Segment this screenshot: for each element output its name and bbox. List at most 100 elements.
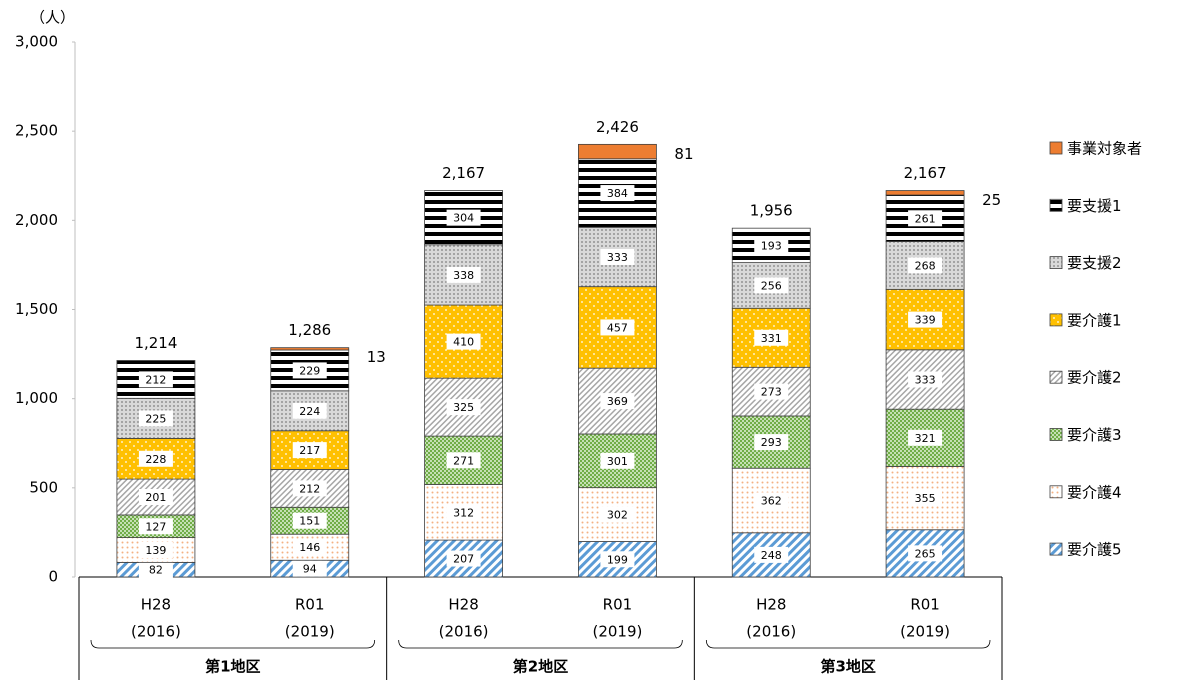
bar-segment: [885, 190, 965, 196]
value-label-box: [908, 545, 943, 562]
value-label: 225: [145, 412, 166, 425]
total-label: 2,167: [904, 164, 947, 182]
value-label-box: [908, 490, 943, 507]
bar-segment: [578, 143, 657, 160]
value-label-box: [908, 371, 943, 388]
legend-label: 要支援2: [1067, 254, 1122, 272]
total-label: 2,167: [442, 164, 485, 182]
value-label: 212: [145, 373, 166, 386]
legend-swatch: [1049, 198, 1063, 212]
value-label-box: [600, 452, 635, 469]
legend-label: 要介護5: [1067, 541, 1122, 559]
value-label: 302: [607, 509, 628, 522]
value-label-box: [446, 209, 481, 226]
legend-label: 要介護4: [1067, 483, 1122, 501]
legend-swatch: [1049, 485, 1063, 499]
value-label: 273: [761, 386, 782, 399]
x-tick-label: (2019): [592, 623, 642, 641]
value-label: 248: [761, 549, 782, 562]
legend-label: 要介護1: [1067, 311, 1122, 329]
group-label: 第3地区: [820, 658, 875, 676]
x-tick-label: R01: [603, 596, 633, 614]
value-label: 193: [761, 239, 782, 252]
y-tick-label: 2,000: [15, 211, 58, 229]
value-label: 217: [299, 444, 320, 457]
value-label: 13: [367, 348, 386, 366]
value-label: 199: [607, 553, 628, 566]
value-label-box: [446, 333, 481, 350]
value-label-box: [446, 399, 481, 416]
value-label-box: [908, 210, 943, 227]
x-tick-label: (2016): [746, 623, 796, 641]
value-label-box: [138, 410, 173, 427]
value-label: 293: [761, 436, 782, 449]
legend-swatch: [1049, 256, 1063, 270]
value-label: 362: [761, 494, 782, 507]
legend-swatch: [1049, 542, 1063, 556]
y-unit-label: （人）: [30, 9, 75, 27]
x-tick-label: (2019): [900, 623, 950, 641]
value-label: 338: [453, 269, 474, 282]
y-tick-label: 3,000: [15, 33, 58, 51]
value-label: 384: [607, 187, 628, 200]
value-label-box: [754, 492, 789, 509]
y-tick-label: 1,500: [15, 300, 58, 318]
value-label-box: [600, 506, 635, 523]
value-label-box: [754, 383, 789, 400]
y-tick-label: 0: [48, 568, 58, 586]
value-label: 256: [761, 279, 782, 292]
legend-swatch: [1049, 313, 1063, 327]
total-label: 2,426: [596, 118, 639, 136]
value-label: 331: [761, 332, 782, 345]
value-label: 355: [915, 492, 936, 505]
value-label-box: [908, 429, 943, 446]
value-label-box: [292, 362, 327, 379]
value-label: 339: [915, 314, 936, 327]
value-label: 333: [607, 251, 628, 264]
total-label: 1,214: [134, 334, 177, 352]
value-label-box: [754, 277, 789, 294]
value-label: 201: [145, 491, 166, 504]
value-label: 457: [607, 321, 628, 334]
value-label-box: [138, 450, 173, 467]
legend-swatch: [1049, 370, 1063, 384]
value-label: 151: [299, 515, 320, 528]
value-label-box: [600, 248, 635, 265]
legend-label: 事業対象者: [1067, 140, 1142, 158]
value-label: 312: [453, 506, 474, 519]
value-label-box: [292, 402, 327, 419]
value-label: 25: [982, 191, 1001, 209]
value-label-box: [754, 434, 789, 451]
value-label: 304: [453, 212, 474, 225]
group-label: 第2地区: [513, 658, 568, 676]
x-tick-label: H28: [756, 596, 786, 614]
value-label: 94: [303, 563, 317, 576]
legend-swatch: [1049, 428, 1063, 441]
x-tick-label: H28: [141, 596, 171, 614]
value-label: 228: [145, 453, 166, 466]
value-label-box: [754, 329, 789, 346]
group-brace: [90, 639, 376, 649]
legend-label: 要介護3: [1067, 426, 1122, 444]
value-label-box: [600, 551, 635, 568]
x-tick-label: (2016): [131, 623, 181, 641]
value-label-box: [908, 257, 943, 274]
y-tick-label: 2,500: [15, 122, 58, 140]
value-label: 410: [453, 336, 474, 349]
x-tick-label: (2019): [285, 623, 335, 641]
value-label-box: [292, 560, 327, 577]
value-label: 265: [915, 547, 936, 560]
value-label-box: [292, 442, 327, 459]
x-tick-label: R01: [295, 596, 325, 614]
group-label: 第1地区: [205, 658, 260, 676]
value-label-box: [138, 371, 173, 388]
value-label-box: [600, 393, 635, 410]
value-label: 321: [915, 432, 936, 445]
value-label: 82: [149, 564, 163, 577]
value-label: 146: [299, 541, 320, 554]
value-label: 212: [299, 482, 320, 495]
value-label-box: [908, 311, 943, 328]
legend-label: 要支援1: [1067, 197, 1122, 215]
value-label: 369: [607, 395, 628, 408]
